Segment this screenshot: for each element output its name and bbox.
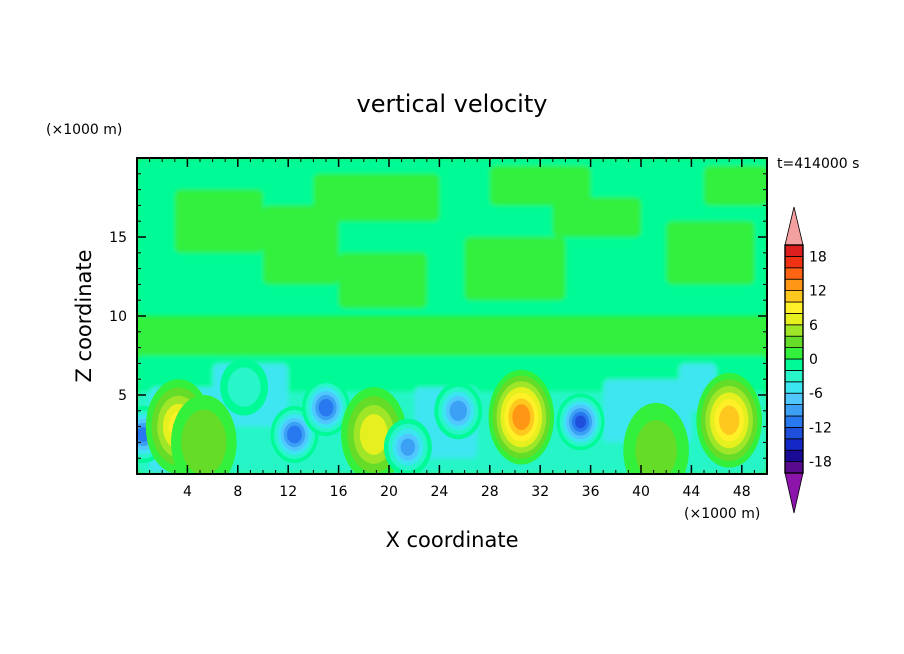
- contour-band: [287, 425, 302, 444]
- contour-band: [227, 367, 261, 407]
- contour-band: [575, 415, 586, 429]
- colorbar-swatch: [784, 301, 804, 314]
- x-tick-label: 24: [430, 484, 448, 500]
- updraft-cell: [488, 369, 555, 465]
- contour-band: [635, 420, 677, 474]
- colorbar-label: -18: [809, 455, 832, 471]
- downdraft-cell: [383, 418, 432, 474]
- x-unit-label: (×1000 m): [684, 506, 760, 522]
- contour-band: [318, 398, 334, 417]
- field-patch: [263, 205, 339, 285]
- x-tick-label: 4: [183, 484, 192, 500]
- colorbar-frame: [784, 244, 804, 474]
- contour-band: [512, 404, 531, 431]
- chart-title: vertical velocity: [357, 90, 548, 118]
- x-tick-label: 8: [233, 484, 242, 500]
- colorbar-swatch: [784, 267, 804, 280]
- x-tick-label: 16: [330, 484, 348, 500]
- time-label: t=414000 s: [777, 156, 859, 172]
- colorbar-swatch: [784, 312, 804, 326]
- colorbar-swatch: [784, 438, 804, 451]
- colorbar-swatch: [784, 369, 804, 383]
- colorbar-label: 18: [809, 249, 827, 265]
- field-patch: [313, 173, 440, 222]
- field-patch: [338, 252, 427, 309]
- colorbar-swatch: [784, 347, 804, 360]
- contour-band: [400, 438, 416, 456]
- contour-band: [449, 400, 467, 422]
- contour-band: [359, 414, 388, 455]
- field-patch: [552, 197, 641, 237]
- colorbar-label: 0: [809, 352, 818, 368]
- colorbar-under-arrow: [784, 472, 804, 514]
- colorbar-swatch: [784, 255, 804, 269]
- x-tick-label: 40: [632, 484, 650, 500]
- updraft-cell: [696, 372, 762, 468]
- velocity-field: [137, 158, 767, 474]
- colorbar-swatch: [784, 290, 804, 303]
- x-tick-label: 32: [531, 484, 549, 500]
- x-tick-label: 36: [582, 484, 600, 500]
- colorbar: 18 12 6 0 -6 -12 -18: [784, 206, 832, 514]
- x-tick-label: 20: [380, 484, 398, 500]
- colorbar-label: 6: [809, 318, 818, 334]
- colorbar-label: -12: [809, 420, 832, 436]
- contour-band: [181, 409, 227, 474]
- downdraft-cell: [302, 379, 350, 437]
- y-axis-label: Z coordinate: [72, 249, 96, 382]
- colorbar-label: 12: [809, 284, 827, 300]
- field-patch: [666, 221, 755, 285]
- colorbar-swatch: [784, 335, 804, 349]
- field-patch: [464, 237, 566, 301]
- colorbar-over-arrow: [784, 206, 804, 246]
- colorbar-swatch: [784, 381, 804, 394]
- colorbar-swatch: [784, 244, 804, 257]
- x-axis: 4 8 12 16 20 24 28 32 36 40 44 48: [149, 158, 755, 500]
- downdraft-cell: [220, 358, 269, 416]
- downdraft-cell: [434, 382, 483, 440]
- y-axis: 5 10 15: [109, 173, 767, 459]
- colorbar-swatch: [784, 358, 804, 371]
- downdraft-cell: [270, 406, 319, 463]
- x-tick-label: 48: [733, 484, 751, 500]
- contour-band: [719, 405, 740, 435]
- colorbar-swatch: [784, 404, 804, 417]
- colorbar-swatch: [784, 415, 804, 428]
- y-unit-label: (×1000 m): [46, 122, 122, 138]
- y-tick-label: 10: [109, 309, 127, 325]
- updraft-cell: [171, 395, 237, 474]
- colorbar-swatch: [784, 278, 804, 292]
- updraft-cell: [623, 402, 689, 474]
- x-tick-label: 44: [682, 484, 700, 500]
- colorbar-swatch: [784, 449, 804, 463]
- colorbar-swatch: [784, 426, 804, 440]
- x-axis-label: X coordinate: [385, 528, 518, 552]
- field-patch: [704, 165, 767, 206]
- field-patch: [489, 165, 591, 206]
- field-patch: [137, 323, 767, 356]
- y-tick-label: 15: [109, 230, 127, 246]
- colorbar-swatch: [784, 461, 804, 474]
- field-patch: [174, 189, 263, 253]
- colorbar-swatch: [784, 324, 804, 337]
- downdraft-cell: [556, 393, 605, 451]
- x-tick-label: 28: [481, 484, 499, 500]
- y-tick-label: 5: [118, 388, 127, 404]
- colorbar-label: -6: [809, 386, 823, 402]
- x-tick-label: 12: [279, 484, 297, 500]
- colorbar-swatch: [784, 392, 804, 406]
